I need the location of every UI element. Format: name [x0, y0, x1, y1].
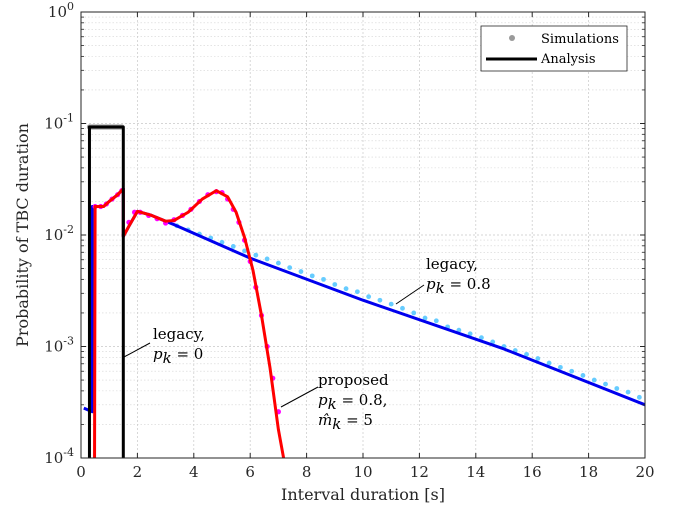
series-point-3 [377, 297, 383, 303]
series-point-3 [614, 386, 620, 391]
series-point-3 [467, 331, 473, 337]
annotation-proposed-pointer [280, 386, 319, 408]
y-tick-label: 10-2 [44, 223, 74, 244]
series-point-3 [388, 301, 394, 307]
annotation-legacy-pk0-line1: legacy, [153, 325, 205, 343]
x-tick-label: 20 [635, 463, 654, 481]
x-tick-label: 14 [466, 463, 485, 481]
series-point-3 [309, 273, 315, 279]
series-point-3 [253, 252, 259, 258]
series-point-3 [569, 368, 575, 374]
x-tick-label: 8 [302, 463, 312, 481]
x-tick-label: 6 [245, 463, 255, 481]
series-point-3 [580, 373, 586, 378]
series-point-3 [603, 381, 608, 387]
series-point-3 [558, 364, 563, 370]
series-point-3 [264, 256, 270, 262]
annotation-legacy-pk08: legacy, pk = 0.8 [395, 255, 491, 305]
legend-simulations-marker [509, 35, 515, 41]
series-point-3 [422, 315, 428, 321]
series-line-4 [93, 187, 286, 458]
series-point-3 [230, 244, 236, 249]
series-layer [83, 124, 645, 458]
series-point-3 [219, 239, 225, 245]
series-point-3 [591, 377, 597, 383]
series-point-3 [524, 351, 529, 357]
annotation-proposed-line3: m̂k = 5 [318, 411, 373, 433]
series-group [83, 124, 645, 458]
legend: Simulations Analysis [480, 25, 628, 72]
annotation-legacy-pk08-pointer [395, 284, 425, 305]
series-point-3 [276, 260, 281, 266]
series-point-3 [354, 289, 360, 295]
annotation-legacy-pk08-line1: legacy, [426, 255, 478, 273]
annotation-legacy-pk0: legacy, pk = 0 [123, 325, 205, 367]
y-tick-label: 10-3 [44, 335, 74, 356]
legend-simulations-label: Simulations [541, 32, 619, 47]
series-point-3 [321, 276, 326, 282]
series-point-3 [298, 269, 304, 274]
series-point-3 [411, 310, 417, 316]
series-point-3 [535, 356, 541, 361]
series-point-3 [242, 248, 247, 254]
series-point-3 [366, 294, 372, 300]
series-point-3 [332, 282, 338, 287]
annotation-proposed-line1: proposed [318, 371, 389, 389]
x-tick-label: 18 [579, 463, 598, 481]
x-tick-label: 12 [410, 463, 429, 481]
x-tick-label: 2 [133, 463, 143, 481]
axis-ticks: 0 2 4 6 8 10 12 14 16 18 20 10-4 10-3 10-2 10-1 100 [44, 0, 654, 481]
series-point-3 [433, 318, 439, 324]
y-tick-label: 10-4 [44, 446, 74, 467]
series-point-3 [287, 265, 293, 271]
series-point-3 [343, 286, 349, 292]
series-line-0 [87, 125, 125, 458]
x-tick-label: 4 [189, 463, 199, 481]
legend-analysis-label: Analysis [540, 52, 596, 67]
annotation-proposed: proposed pk = 0.8, m̂k = 5 [280, 371, 389, 433]
x-tick-label: 10 [353, 463, 372, 481]
series-point-3 [636, 394, 642, 400]
x-axis-label: Interval duration [s] [281, 485, 445, 504]
legend-box [480, 25, 628, 72]
annotation-legacy-pk0-line2: pk = 0 [153, 345, 203, 367]
x-tick-label: 16 [523, 463, 542, 481]
series-point-3 [479, 335, 484, 341]
annotation-legacy-pk08-line2: pk = 0.8 [426, 275, 491, 297]
y-tick-label: 100 [48, 0, 74, 21]
y-axis-label: Probability of TBC duration [13, 123, 32, 347]
x-tick-label: 0 [76, 463, 86, 481]
grid-lines [80, 11, 646, 459]
y-tick-label: 10-1 [44, 112, 74, 133]
annotation-legacy-pk0-pointer [123, 342, 151, 358]
series-point-3 [546, 360, 552, 366]
series-point-3 [400, 305, 405, 311]
annotation-proposed-line2: pk = 0.8, [318, 391, 387, 413]
series-point-3 [625, 389, 631, 395]
